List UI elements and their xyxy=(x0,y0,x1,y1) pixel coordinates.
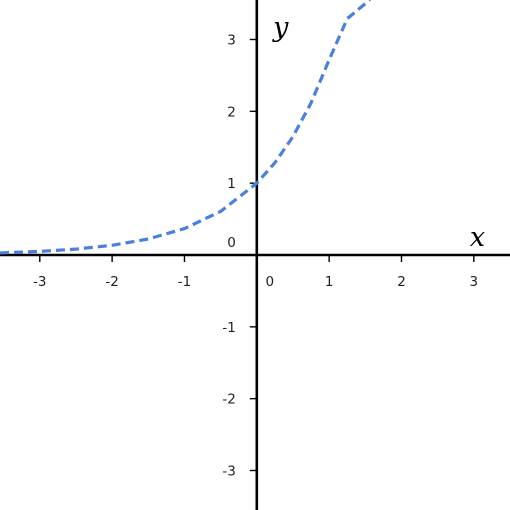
y-axis-title: y xyxy=(272,12,289,43)
y-tick-label: -1 xyxy=(222,320,235,336)
x-tick-label: 3 xyxy=(470,274,479,290)
x-tick-label: 1 xyxy=(325,274,334,290)
x-tick-label: 0 xyxy=(266,274,275,290)
y-tick-label: -2 xyxy=(222,392,235,408)
tick-labels: -3 -2 -1 0 1 2 3 -3 -2 -1 1 2 3 0 xyxy=(33,33,478,480)
y-tick-label: 2 xyxy=(227,104,236,120)
y-tick-label: 3 xyxy=(227,33,236,49)
x-tick-label: 2 xyxy=(397,274,406,290)
y-tick-label: -3 xyxy=(222,463,235,479)
x-tick-label: -2 xyxy=(105,274,118,290)
ticks xyxy=(39,38,475,472)
series-curve xyxy=(0,0,372,255)
y-tick-label: 1 xyxy=(227,176,236,192)
x-axis-title: x xyxy=(470,222,485,253)
x-tick-label: -3 xyxy=(33,274,46,290)
series-group xyxy=(0,0,372,255)
x-tick-label: -1 xyxy=(178,274,191,290)
origin-y-tick-label: 0 xyxy=(227,235,236,251)
